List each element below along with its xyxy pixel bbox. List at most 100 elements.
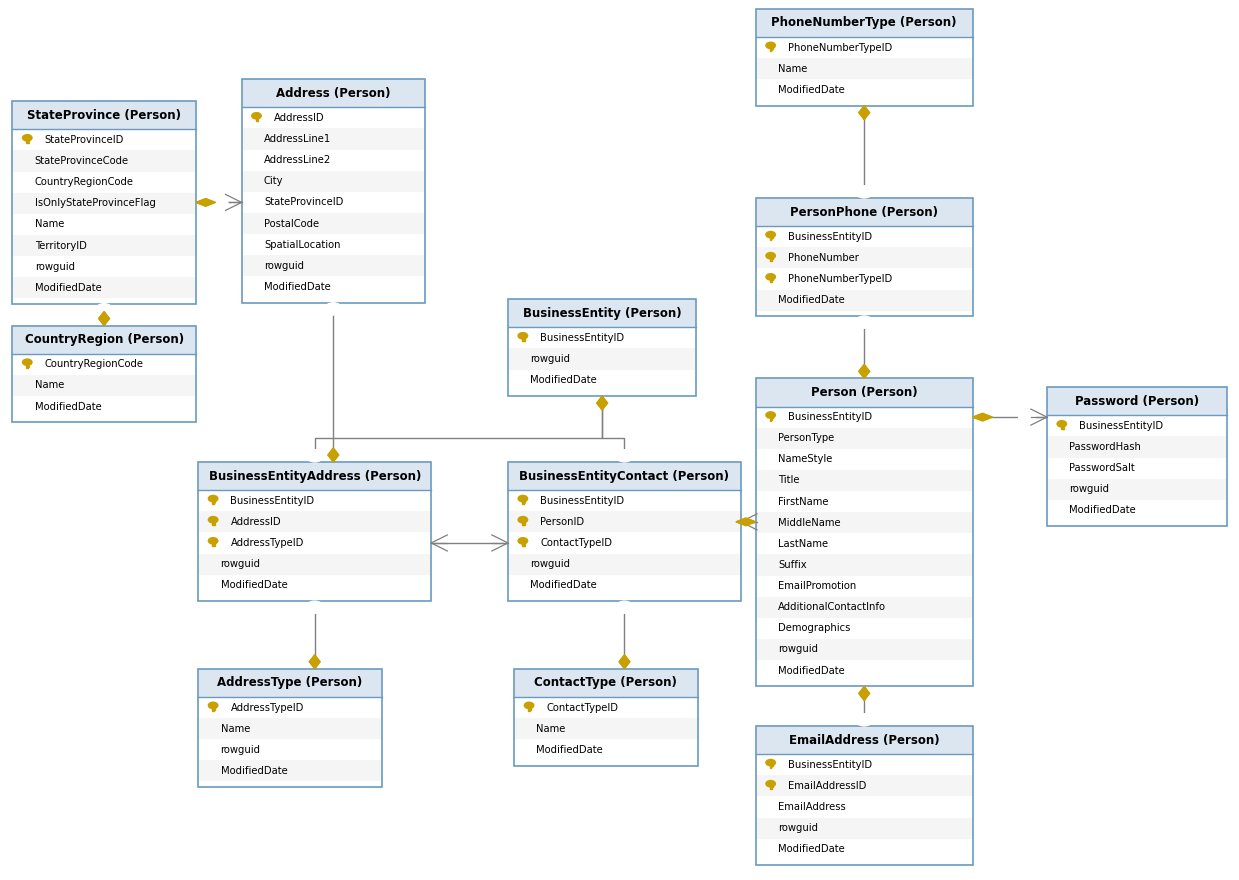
FancyBboxPatch shape <box>1047 458 1227 479</box>
Circle shape <box>306 601 323 613</box>
FancyBboxPatch shape <box>242 171 425 192</box>
FancyBboxPatch shape <box>12 214 196 235</box>
Text: Name: Name <box>35 380 64 391</box>
Text: SpatialLocation: SpatialLocation <box>264 239 341 250</box>
FancyBboxPatch shape <box>242 234 425 255</box>
Text: rowguid: rowguid <box>1069 484 1109 495</box>
Text: PhoneNumber: PhoneNumber <box>788 253 859 263</box>
FancyBboxPatch shape <box>242 79 425 107</box>
Bar <box>26 137 28 143</box>
Text: LastName: LastName <box>778 539 828 549</box>
Text: rowguid: rowguid <box>221 559 260 569</box>
FancyBboxPatch shape <box>12 326 196 354</box>
Circle shape <box>306 450 323 462</box>
Polygon shape <box>99 312 109 326</box>
Text: ModifiedDate: ModifiedDate <box>778 844 845 854</box>
FancyBboxPatch shape <box>756 754 973 775</box>
Circle shape <box>766 780 776 788</box>
FancyBboxPatch shape <box>756 554 973 576</box>
Text: ModifiedDate: ModifiedDate <box>530 375 597 385</box>
FancyBboxPatch shape <box>756 818 973 839</box>
Text: AddressID: AddressID <box>230 517 281 527</box>
FancyBboxPatch shape <box>198 697 382 718</box>
Polygon shape <box>859 686 870 700</box>
FancyBboxPatch shape <box>12 354 196 375</box>
FancyBboxPatch shape <box>756 639 973 660</box>
Text: CountryRegionCode: CountryRegionCode <box>35 177 134 187</box>
Text: PersonID: PersonID <box>540 517 585 527</box>
Text: Name: Name <box>35 219 64 230</box>
Circle shape <box>855 186 872 198</box>
Text: StateProvinceID: StateProvinceID <box>45 135 124 145</box>
FancyBboxPatch shape <box>756 378 973 407</box>
FancyBboxPatch shape <box>756 198 973 226</box>
Text: BusinessEntityID: BusinessEntityID <box>540 495 624 506</box>
Polygon shape <box>859 106 870 120</box>
FancyBboxPatch shape <box>756 290 973 311</box>
FancyBboxPatch shape <box>756 268 973 290</box>
Text: CountryRegion (Person): CountryRegion (Person) <box>25 334 183 346</box>
FancyBboxPatch shape <box>508 511 741 532</box>
Text: PersonType: PersonType <box>778 433 834 444</box>
FancyBboxPatch shape <box>12 256 196 277</box>
FancyBboxPatch shape <box>508 490 741 511</box>
Text: rowguid: rowguid <box>221 744 260 755</box>
FancyBboxPatch shape <box>198 575 431 596</box>
Bar <box>522 335 524 341</box>
FancyBboxPatch shape <box>508 554 741 575</box>
Circle shape <box>1018 411 1036 423</box>
Text: ContactTypeID: ContactTypeID <box>540 538 612 548</box>
Text: Name: Name <box>778 63 808 74</box>
FancyBboxPatch shape <box>756 796 973 818</box>
Text: EmailAddressID: EmailAddressID <box>788 781 866 791</box>
Circle shape <box>252 112 261 120</box>
Text: ContactTypeID: ContactTypeID <box>546 702 618 713</box>
Text: BusinessEntityID: BusinessEntityID <box>1079 421 1163 431</box>
FancyBboxPatch shape <box>12 101 196 129</box>
FancyBboxPatch shape <box>508 462 741 490</box>
FancyBboxPatch shape <box>756 775 973 796</box>
Text: ModifiedDate: ModifiedDate <box>530 580 597 590</box>
Bar <box>522 519 524 525</box>
FancyBboxPatch shape <box>242 107 425 128</box>
FancyBboxPatch shape <box>756 726 973 754</box>
FancyBboxPatch shape <box>756 576 973 597</box>
Circle shape <box>855 316 872 328</box>
Polygon shape <box>597 396 607 410</box>
Text: AddressTypeID: AddressTypeID <box>230 538 304 548</box>
Polygon shape <box>736 518 756 525</box>
Circle shape <box>524 701 534 709</box>
FancyBboxPatch shape <box>242 128 425 150</box>
Text: BusinessEntity (Person): BusinessEntity (Person) <box>523 307 681 319</box>
Circle shape <box>1057 420 1067 428</box>
FancyBboxPatch shape <box>756 428 973 449</box>
Circle shape <box>766 759 776 766</box>
FancyBboxPatch shape <box>198 739 382 760</box>
FancyBboxPatch shape <box>756 512 973 533</box>
Circle shape <box>518 332 528 340</box>
FancyBboxPatch shape <box>1047 387 1227 415</box>
Circle shape <box>766 41 776 49</box>
Text: rowguid: rowguid <box>530 354 570 364</box>
Circle shape <box>766 411 776 419</box>
FancyBboxPatch shape <box>508 348 696 370</box>
Polygon shape <box>310 655 320 669</box>
FancyBboxPatch shape <box>242 150 425 171</box>
Polygon shape <box>196 199 216 206</box>
Text: PostalCode: PostalCode <box>264 218 318 229</box>
FancyBboxPatch shape <box>514 718 698 739</box>
Text: EmailAddress: EmailAddress <box>778 802 846 812</box>
Polygon shape <box>620 655 629 669</box>
Text: BusinessEntityID: BusinessEntityID <box>788 759 872 770</box>
FancyBboxPatch shape <box>12 172 196 193</box>
Text: ModifiedDate: ModifiedDate <box>1069 505 1136 516</box>
Text: ModifiedDate: ModifiedDate <box>536 744 603 755</box>
Text: ModifiedDate: ModifiedDate <box>264 282 331 292</box>
FancyBboxPatch shape <box>508 327 696 348</box>
FancyBboxPatch shape <box>198 760 382 781</box>
FancyBboxPatch shape <box>12 396 196 417</box>
Text: ContactType (Person): ContactType (Person) <box>534 677 678 689</box>
Circle shape <box>22 134 32 142</box>
Text: Address (Person): Address (Person) <box>276 87 390 99</box>
Text: BusinessEntityAddress (Person): BusinessEntityAddress (Person) <box>208 470 421 482</box>
